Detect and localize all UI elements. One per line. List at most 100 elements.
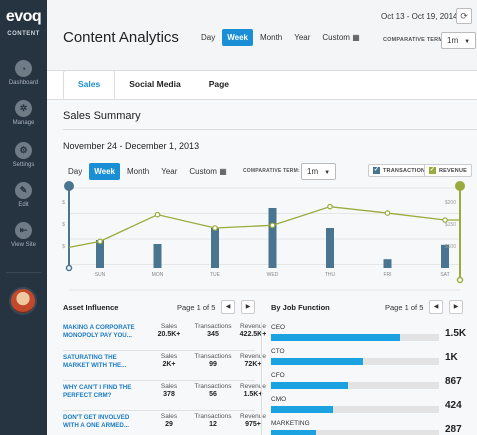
table-cell-sales: Sales 378: [149, 383, 189, 398]
job-function-title: By Job Function: [271, 303, 330, 312]
progress-fill: [271, 406, 334, 413]
column-label: Transactions: [194, 353, 232, 360]
revenue-point: [327, 203, 333, 210]
transactions-bar: [441, 244, 449, 268]
column-label: Sales: [160, 383, 178, 390]
revenue-point: [269, 222, 276, 229]
sidebar-item-label: Manage: [12, 120, 35, 126]
cell-value: 99: [209, 361, 217, 368]
y-tick-label-right: $200: [445, 200, 456, 206]
sales-panel: Sales Summary November 24 - December 1, …: [47, 99, 477, 435]
progress-track: [271, 430, 439, 435]
tab-sales[interactable]: Sales: [63, 70, 116, 99]
transactions-bar: [211, 228, 219, 268]
y-tick-label-left: $: [62, 244, 65, 250]
tab-page[interactable]: Page: [208, 79, 230, 89]
app-logo-subtitle: CONTENT: [7, 31, 40, 37]
x-tick-label: SAT: [440, 272, 449, 278]
chart-tab-month[interactable]: Month: [127, 167, 150, 176]
column-label: Transactions: [194, 413, 232, 420]
legend-transactions-label: TRANSACTIONS: [383, 167, 430, 174]
table-cell-sales: Sales 20.5K+: [149, 323, 189, 338]
range-tab-custom[interactable]: Custom ▦: [317, 29, 364, 46]
range-tab-day[interactable]: Day: [201, 33, 216, 42]
sidebar-item-dashboard[interactable]: ◔ Dashboard: [0, 60, 47, 100]
revenue-point: [212, 225, 218, 231]
sidebar-item-label: Settings: [12, 162, 35, 168]
progress-track: [271, 358, 439, 365]
comparative-term-value: 1m: [447, 36, 459, 45]
revenue-scale-handle: [455, 181, 465, 191]
column-label: Transactions: [194, 383, 232, 390]
sidebar-item-edit[interactable]: ✎ Edit: [0, 182, 47, 222]
cell-value: 345: [207, 331, 219, 338]
asset-influence-next-button[interactable]: ▶: [241, 300, 255, 314]
section-title: Sales Summary: [63, 110, 141, 122]
chart-comparative-term-value: 1m: [307, 167, 319, 176]
right-axis-knob: [456, 276, 464, 284]
asset-influence-prev-button[interactable]: ◀: [221, 300, 235, 314]
cell-value: 56: [209, 391, 217, 398]
table-row: WHY CAN'T I FIND THE PERFECT CRM? Sales 37…: [63, 381, 266, 411]
chevron-down-icon: ▼: [324, 170, 331, 176]
refresh-button[interactable]: ⟳: [456, 8, 472, 24]
asset-title-link[interactable]: SATURATING THE MARKET WITH THE...: [63, 354, 127, 369]
range-tab-month[interactable]: Month: [260, 33, 283, 42]
progress-track: [271, 382, 439, 389]
transactions-bar: [153, 244, 162, 268]
sidebar-item-settings[interactable]: ⚙ Settings: [0, 142, 47, 182]
panel-divider: [261, 322, 262, 435]
tab-social-media[interactable]: Social Media: [129, 79, 181, 89]
sidebar-item-manage[interactable]: ✲ Manage: [0, 100, 47, 140]
chevron-down-icon: ▼: [464, 39, 471, 45]
column-label: Revenue: [239, 383, 267, 390]
revenue-line: [68, 206, 460, 248]
chart-comparative-term-select[interactable]: 1m ▼: [301, 163, 337, 180]
job-function-next-button[interactable]: ▶: [449, 300, 463, 314]
progress-fill: [271, 334, 401, 341]
sidebar-item-view-site[interactable]: ⇤ View Site: [0, 222, 47, 262]
range-tab-week[interactable]: Week: [222, 29, 253, 46]
progress-fill: [271, 430, 317, 435]
sidebar-item-label: Dashboard: [8, 80, 39, 86]
y-tick-label-right: $100: [445, 244, 456, 250]
legend-transactions-toggle[interactable]: ✓ TRANSACTIONS: [368, 164, 435, 177]
progress-track: [271, 406, 439, 413]
table-cell-transactions: Transactions 345: [193, 323, 233, 338]
asset-title-link[interactable]: MAKING A CORPORATE MONOPOLY PAY YOU...: [63, 324, 135, 339]
revenue-point: [384, 210, 391, 216]
asset-title-link[interactable]: WHY CAN'T I FIND THE PERFECT CRM?: [63, 384, 132, 399]
list-item: CEO 1.5K: [271, 324, 467, 348]
cell-value: 20.5K+: [157, 331, 181, 338]
table-cell-sales: Sales 2K+: [149, 353, 189, 368]
x-tick-label: WED: [267, 272, 279, 278]
legend-revenue-toggle[interactable]: ✓ REVENUE: [424, 164, 472, 177]
column-label: Sales: [160, 323, 178, 330]
list-item: CMO 424: [271, 396, 467, 420]
checkbox-checked-icon: ✓: [373, 167, 380, 174]
asset-title-link[interactable]: DON'T GET INVOLVED WITH A ONE ARMED...: [63, 414, 130, 429]
avatar[interactable]: [9, 287, 37, 315]
comparative-term-select[interactable]: 1m ▼: [441, 32, 477, 49]
page-header: Oct 13 - Oct 19, 2014 ⟳ Content Analytic…: [47, 0, 477, 60]
sidebar: evoq CONTENT ◔ Dashboard ✲ Manage ⚙ Sett…: [0, 0, 47, 435]
comparative-term-label: COMPARATIVE TERM:: [383, 37, 446, 43]
progress-track: [271, 334, 439, 341]
job-function-label: CTO: [271, 348, 285, 355]
sales-chart: SUN MON TUE WED THU FRI SAT $200 $150 $100 $ $ $: [62, 181, 465, 291]
job-function-prev-button[interactable]: ◀: [429, 300, 443, 314]
transactions-bar: [268, 208, 277, 268]
chart-tab-custom[interactable]: Custom ▦: [184, 163, 231, 180]
chart-tab-day[interactable]: Day: [68, 167, 83, 176]
chart-tab-week[interactable]: Week: [89, 163, 120, 180]
x-tick-label: MON: [152, 272, 164, 278]
job-function-label: CEO: [271, 324, 286, 331]
chevron-left-icon: ◀: [225, 304, 231, 310]
job-function-label: CMO: [271, 396, 287, 403]
chart-tab-year[interactable]: Year: [161, 167, 178, 176]
list-item: CTO 1K: [271, 348, 467, 372]
job-function-label: MARKETING: [271, 420, 310, 427]
header-range-tabs: Day Week Month Year Custom ▦: [196, 29, 367, 46]
chart-comparative-term-label: COMPARATIVE TERM:: [243, 168, 300, 174]
range-tab-year[interactable]: Year: [294, 33, 311, 42]
